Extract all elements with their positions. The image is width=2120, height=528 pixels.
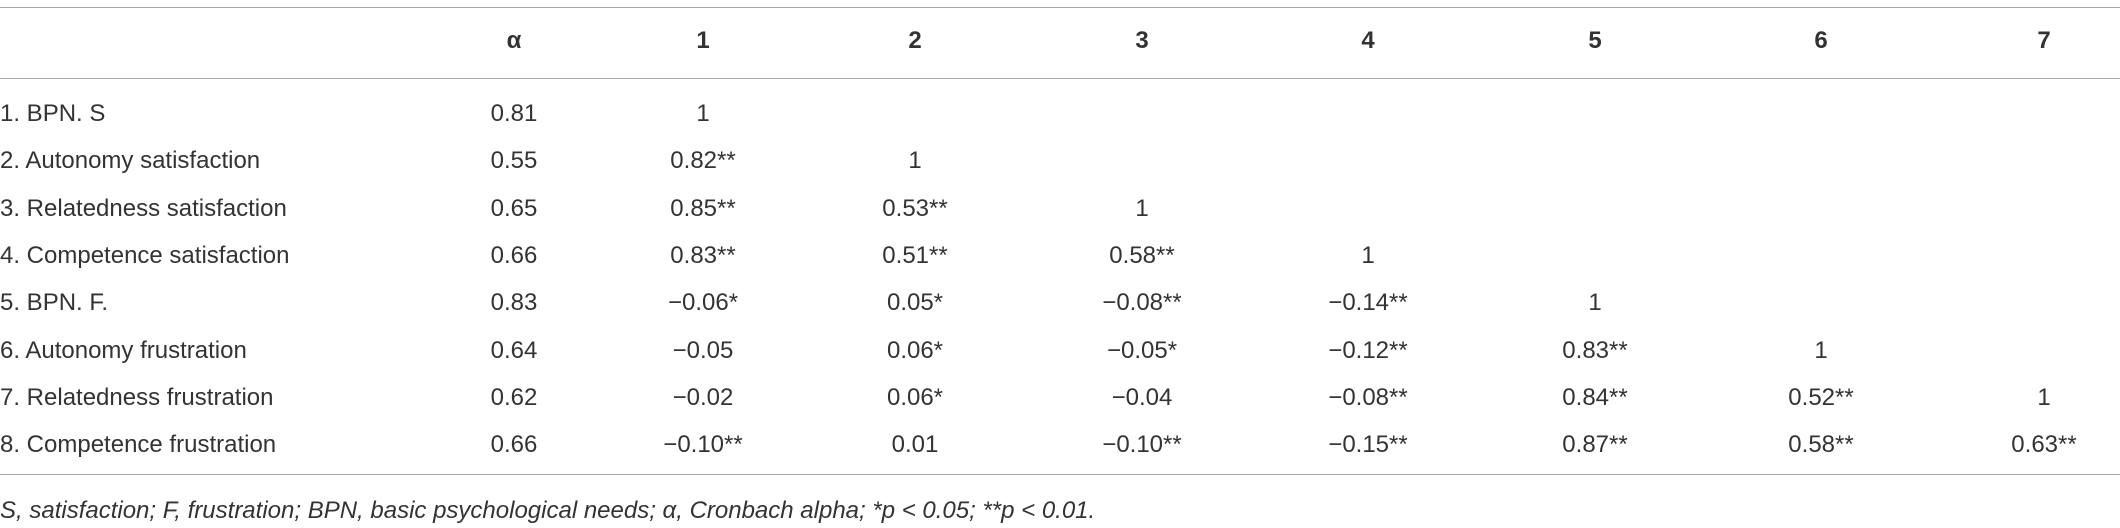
row-label: 4. Competence satisfaction xyxy=(0,241,290,269)
cell: 1 xyxy=(2037,383,2051,411)
cell: −0.08** xyxy=(1102,289,1182,317)
cell: 0.82** xyxy=(670,147,736,175)
cell: 0.83** xyxy=(1562,336,1628,364)
cell: 0.85** xyxy=(670,194,736,222)
column-header: α xyxy=(506,27,522,54)
cell: 0.81 xyxy=(490,100,538,127)
cell: 0.58** xyxy=(1788,431,1854,459)
cell: 1 xyxy=(1135,194,1149,222)
cell: 0.63** xyxy=(2011,431,2077,459)
cell: 1 xyxy=(1588,289,1602,317)
cell: 0.65 xyxy=(490,194,538,222)
cell: −0.10** xyxy=(663,431,743,459)
cell: 0.52** xyxy=(1788,383,1854,411)
row-label: 6. Autonomy frustration xyxy=(0,336,247,364)
row-label: 5. BPN. F. xyxy=(0,289,109,317)
cell: 0.06* xyxy=(886,383,944,411)
cell: 1 xyxy=(1361,241,1375,269)
cell: 0.84** xyxy=(1562,383,1628,411)
row-label: 2. Autonomy satisfaction xyxy=(0,147,261,175)
cell: 0.05* xyxy=(886,289,944,317)
row-label: 3. Relatedness satisfaction xyxy=(0,194,287,222)
column-header: 3 xyxy=(1135,27,1149,54)
cell: −0.04 xyxy=(1111,383,1173,411)
cell: 0.51** xyxy=(882,241,948,269)
row-label: 1. BPN. S xyxy=(0,100,106,127)
cell: −0.02 xyxy=(672,383,734,411)
cell: 0.55 xyxy=(490,147,538,175)
cell: −0.06* xyxy=(667,289,739,317)
cell: 1 xyxy=(696,100,710,127)
footnote: S, satisfaction; F, frustration; BPN, ba… xyxy=(0,497,1096,524)
cell: −0.10** xyxy=(1102,431,1182,459)
cell: 0.58** xyxy=(1109,241,1175,269)
cell: 0.83** xyxy=(670,241,736,269)
column-header: 2 xyxy=(908,27,922,54)
cell: 0.66 xyxy=(490,431,538,459)
cell: 0.66 xyxy=(490,241,538,269)
top-rule xyxy=(0,7,2120,8)
cell: −0.05 xyxy=(672,336,734,364)
cell: −0.05* xyxy=(1106,336,1178,364)
column-header: 5 xyxy=(1588,27,1602,54)
cell: 0.06* xyxy=(886,336,944,364)
column-header: 1 xyxy=(696,27,710,54)
cell: 0.62 xyxy=(490,383,538,411)
cell: 0.87** xyxy=(1562,431,1628,459)
cell: −0.15** xyxy=(1328,431,1408,459)
row-label: 8. Competence frustration xyxy=(0,431,277,459)
cell: 0.53** xyxy=(882,194,948,222)
cell: 0.01 xyxy=(891,431,939,459)
cell: 0.83 xyxy=(490,289,538,317)
column-header: 7 xyxy=(2037,27,2051,54)
column-header: 6 xyxy=(1814,27,1828,54)
cell: −0.14** xyxy=(1328,289,1408,317)
header-rule xyxy=(0,78,2120,79)
row-label: 7. Relatedness frustration xyxy=(0,383,274,411)
cell: −0.08** xyxy=(1328,383,1408,411)
column-header: 4 xyxy=(1361,27,1375,54)
cell: 1 xyxy=(908,147,922,175)
cell: 0.64 xyxy=(490,336,538,364)
cell: 1 xyxy=(1814,336,1828,364)
bottom-rule xyxy=(0,474,2120,475)
cell: −0.12** xyxy=(1328,336,1408,364)
